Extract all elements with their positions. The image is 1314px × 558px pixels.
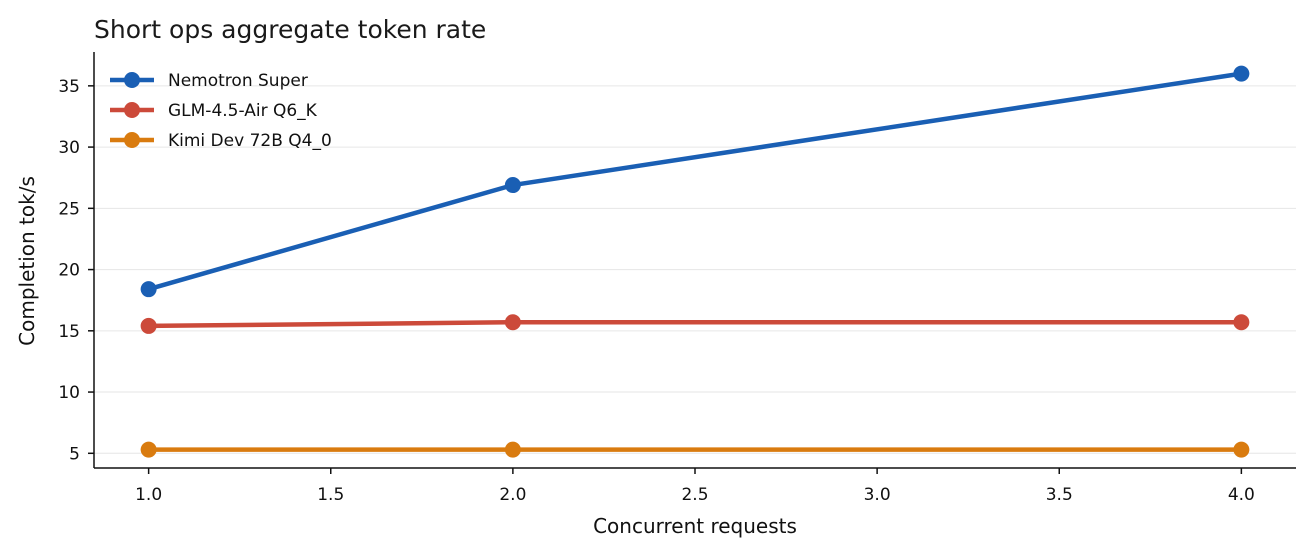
legend-label: GLM-4.5-Air Q6_K: [168, 101, 318, 121]
series-1: [140, 65, 1250, 298]
series-line: [146, 319, 1244, 329]
y-tick-label: 20: [58, 261, 80, 281]
data-point: [140, 441, 157, 458]
legend-marker: [124, 72, 140, 88]
x-tick-label: 2.0: [499, 485, 526, 505]
axes: 5 10 15 20 25 30 35 1.0 1.5 2.0 2.5 3.0 3.5 4.0: [58, 52, 1296, 505]
x-tick-label: 1.0: [135, 485, 162, 505]
legend-item: Kimi Dev 72B Q4_0: [110, 131, 332, 151]
y-tick-label: 5: [69, 444, 80, 464]
grid: [94, 85, 1296, 454]
legend: Nemotron Super GLM-4.5-Air Q6_K Kimi Dev 7…: [110, 71, 332, 151]
x-tick-label: 4.0: [1228, 485, 1255, 505]
data-point: [504, 441, 521, 458]
y-tick-label: 10: [58, 383, 80, 403]
legend-label: Kimi Dev 72B Q4_0: [168, 131, 332, 151]
legend-label: Nemotron Super: [168, 71, 308, 91]
y-tick-label: 25: [58, 199, 80, 219]
legend-marker: [124, 102, 140, 118]
data-point: [1233, 314, 1250, 331]
legend-marker: [124, 132, 140, 148]
data-point: [1233, 65, 1250, 82]
series-2: [140, 314, 1250, 334]
data-point: [140, 317, 157, 334]
data-point: [504, 177, 521, 194]
legend-item: Nemotron Super: [110, 71, 308, 91]
x-tick-label: 3.0: [864, 485, 891, 505]
x-tick-label: 3.5: [1046, 485, 1073, 505]
y-tick-label: 35: [58, 77, 80, 97]
data-point: [504, 314, 521, 331]
data-point: [1233, 441, 1250, 458]
chart-title: Short ops aggregate token rate: [94, 15, 486, 44]
x-tick-label: 2.5: [681, 485, 708, 505]
series-3: [140, 441, 1250, 458]
y-tick-label: 15: [58, 322, 80, 342]
data-point: [140, 281, 157, 298]
x-tick-label: 1.5: [317, 485, 344, 505]
y-axis-label: Completion tok/s: [15, 176, 39, 346]
legend-item: GLM-4.5-Air Q6_K: [110, 101, 318, 121]
x-axis-label: Concurrent requests: [593, 514, 797, 538]
series-group: [140, 65, 1250, 458]
y-tick-label: 30: [58, 138, 80, 158]
